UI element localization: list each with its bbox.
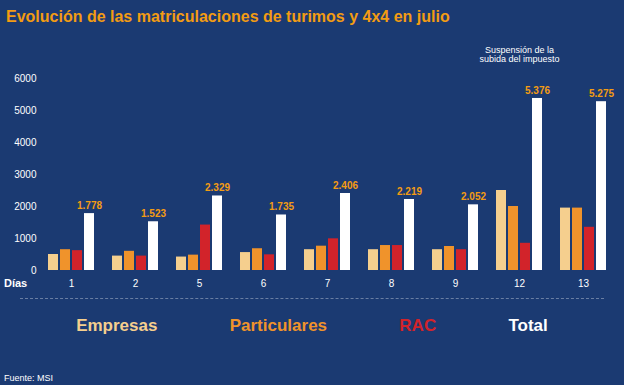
svg-text:2000: 2000 [14,201,37,212]
svg-text:3000: 3000 [14,169,37,180]
svg-text:1000: 1000 [14,233,37,244]
html-text:Particulares: Particulares [229,316,327,335]
svg-text:2.406: 2.406 [333,180,358,191]
svg-text:13: 13 [578,278,590,289]
html-text:Empresas: Empresas [76,316,158,335]
svg-text:5.376: 5.376 [525,85,550,96]
svg-text:2.219: 2.219 [397,186,422,197]
svg-text:4000: 4000 [14,137,37,148]
svg-text:7: 7 [325,278,331,289]
svg-text:8: 8 [389,278,395,289]
html-text:Fuente: MSI: Fuente: MSI [4,373,53,383]
svg-text:5000: 5000 [14,105,37,116]
svg-text:Suspensión de lasubida del imp: Suspensión de lasubida del impuesto [479,45,559,64]
svg-text:6: 6 [261,278,267,289]
svg-text:2: 2 [133,278,139,289]
svg-text:12: 12 [514,278,526,289]
svg-text:6000: 6000 [14,73,37,84]
svg-text:1: 1 [69,278,75,289]
svg-text:5: 5 [197,278,203,289]
svg-text:9: 9 [453,278,459,289]
svg-text:1.523: 1.523 [141,208,166,219]
html-text:Total: Total [508,316,548,335]
svg-text:1.735: 1.735 [269,201,294,212]
svg-text:1.778: 1.778 [77,200,102,211]
html-text:RAC: RAC [399,316,437,335]
html-text:Días: Días [4,277,28,289]
svg-text:2.329: 2.329 [205,182,230,193]
svg-text:0: 0 [31,265,37,276]
svg-text:5.275: 5.275 [589,88,614,99]
html-text:Evolución de las matriculacion: Evolución de las matriculaciones de turi… [6,8,450,25]
svg-text:2.052: 2.052 [461,191,486,202]
